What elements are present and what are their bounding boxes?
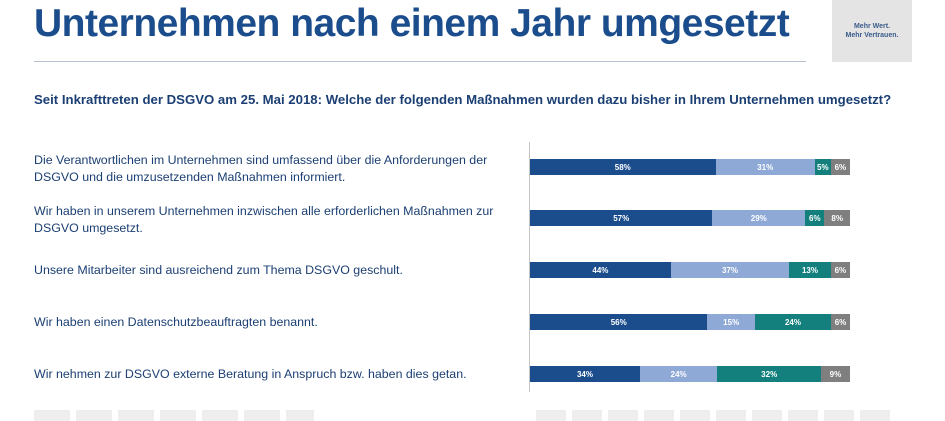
bar-segment-row2-series3: 6% bbox=[805, 210, 825, 226]
bar-segment-row2-series4: 8% bbox=[824, 210, 850, 226]
bar-segment-row1-series2: 31% bbox=[715, 159, 815, 175]
bar-segment-row1-series1: 58% bbox=[530, 159, 716, 175]
row-label-2: Wir haben in unserem Unternehmen inzwisc… bbox=[34, 204, 494, 235]
bar-segment-row3-series3: 13% bbox=[789, 262, 831, 278]
chart-axis-line bbox=[529, 142, 530, 392]
bar-segment-row4-series4: 6% bbox=[830, 314, 850, 330]
bar-segment-row5-series4: 9% bbox=[820, 366, 850, 382]
title-divider bbox=[34, 61, 806, 62]
row-label-1: Die Verantwortlichen im Unternehmen sind… bbox=[34, 153, 488, 184]
logo-text: Mehr Wert. Mehr Vertrauen. bbox=[845, 23, 899, 39]
row-label-5: Wir nehmen zur DSGVO externe Beratung in… bbox=[34, 367, 467, 381]
bar-segment-row2-series2: 29% bbox=[712, 210, 806, 226]
survey-question: Seit Inkrafttreten der DSGVO am 25. Mai … bbox=[34, 92, 892, 107]
row-label-4: Wir haben einen Datenschutzbeauftragten … bbox=[34, 315, 318, 329]
bar-segment-row1-series3: 5% bbox=[814, 159, 831, 175]
bar-segment-row5-series1: 34% bbox=[530, 366, 640, 382]
bar-segment-row2-series1: 57% bbox=[530, 210, 713, 226]
bar-segment-row3-series4: 6% bbox=[830, 262, 850, 278]
bar-segment-row5-series2: 24% bbox=[639, 366, 718, 382]
logo-box: Mehr Wert. Mehr Vertrauen. bbox=[832, 0, 912, 62]
page-title: Unternehmen nach einem Jahr umgesetzt bbox=[34, 2, 790, 45]
bar-segment-row3-series2: 37% bbox=[670, 262, 790, 278]
bar-segment-row4-series1: 56% bbox=[530, 314, 708, 330]
bar-segment-row1-series4: 6% bbox=[830, 159, 850, 175]
bar-segment-row3-series1: 44% bbox=[530, 262, 671, 278]
bar-segment-row4-series3: 24% bbox=[754, 314, 831, 330]
footer-note-right bbox=[536, 410, 896, 421]
footer-note-left bbox=[34, 410, 314, 421]
bar-segment-row5-series3: 32% bbox=[717, 366, 821, 382]
bar-segment-row4-series2: 15% bbox=[707, 314, 755, 330]
row-label-3: Unsere Mitarbeiter sind ausreichend zum … bbox=[34, 263, 403, 277]
